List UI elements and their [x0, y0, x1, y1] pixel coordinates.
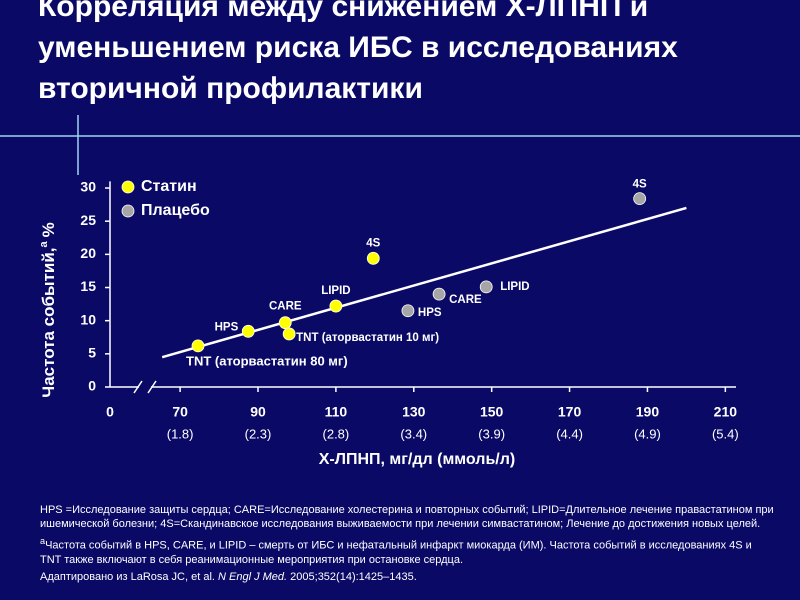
legend-marker	[121, 204, 135, 218]
data-point	[282, 327, 296, 341]
y-tick-label: 30	[80, 179, 96, 195]
x-tick-sublabel: (4.9)	[634, 426, 661, 441]
x-tick-sublabel: (5.4)	[712, 426, 739, 441]
data-point	[191, 339, 205, 353]
y-axis-title-sup: a	[38, 241, 50, 248]
x-axis-title: Х-ЛПНП, мг/дл (ммоль/л)	[319, 451, 515, 468]
x-tick-label: 70	[172, 404, 188, 420]
point-label: 4S	[633, 179, 647, 191]
footnote: aЧастота событий в HPS, CARE, и LIPID – …	[40, 534, 775, 567]
footnote-text: Частота событий в HPS, CARE, и LIPID – с…	[40, 539, 752, 566]
axis-break	[133, 380, 143, 394]
axis-break-gap	[139, 384, 151, 390]
x-tick-label: 170	[558, 404, 582, 420]
x-tick-sublabel: (1.8)	[167, 426, 194, 441]
y-axis-title: Частота событий,a%	[38, 222, 59, 397]
slide-title: Корреляция между снижением Х-ЛПНП и умен…	[38, 0, 678, 105]
point-label: CARE	[269, 301, 302, 313]
point-label: LIPID	[500, 281, 529, 293]
axis-break	[147, 380, 157, 394]
legend-marker	[121, 180, 135, 194]
legend-label: Плацебо	[141, 202, 210, 219]
y-axis-title-unit: %	[39, 222, 58, 237]
legend-label: Статин	[141, 178, 197, 195]
x-tick-label: 190	[636, 404, 660, 420]
point-label: HPS	[418, 307, 442, 319]
footnote-journal: N Engl J Med.	[218, 570, 288, 583]
y-tick-label: 0	[88, 378, 96, 394]
x-tick-label: 150	[480, 404, 504, 420]
y-tick-label: 10	[80, 311, 96, 327]
y-axis-title-text: Частота событий,	[39, 248, 58, 398]
footnote-text: 2005;352(14):1425–1435.	[287, 570, 417, 583]
data-point	[241, 324, 255, 338]
y-tick-label: 15	[80, 278, 96, 294]
x-origin-label: 0	[106, 404, 114, 420]
point-label: CARE	[449, 294, 482, 306]
x-tick-sublabel: (3.4)	[400, 426, 427, 441]
footnote: HPS =Исследование защиты сердца; CARE=Ис…	[40, 503, 775, 531]
footnote-text: HPS =Исследование защиты сердца; CARE=Ис…	[40, 504, 774, 530]
x-tick-label: 130	[402, 404, 426, 420]
footnotes: HPS =Исследование защиты сердца; CARE=Ис…	[40, 503, 775, 587]
x-tick-sublabel: (2.8)	[323, 426, 350, 441]
y-tick-label: 25	[80, 212, 96, 228]
point-label: TNT (аторвастатин 80 мг)	[186, 353, 348, 368]
point-label: LIPID	[321, 285, 350, 297]
data-point	[366, 251, 380, 265]
x-tick-sublabel: (3.9)	[478, 426, 505, 441]
y-tick-label: 5	[88, 345, 96, 361]
footnote-sup: a	[40, 536, 46, 546]
x-tick-sublabel: (4.4)	[556, 426, 583, 441]
x-tick-label: 90	[250, 404, 266, 420]
x-tick-label: 110	[325, 404, 348, 420]
point-label: TNT (аторвастатин 10 мг)	[296, 332, 439, 344]
data-point	[479, 280, 493, 294]
footnote: Адаптировано из LaRosa JC, et al. N Engl…	[40, 570, 775, 584]
data-point	[278, 316, 292, 330]
data-point	[329, 299, 343, 313]
point-label: 4S	[366, 237, 380, 249]
x-tick-label: 210	[714, 404, 738, 420]
data-point	[432, 287, 446, 301]
data-point	[633, 192, 647, 206]
footnote-text: Адаптировано из LaRosa JC, et al.	[40, 570, 219, 583]
point-label: HPS	[215, 321, 239, 333]
y-tick-label: 20	[80, 245, 96, 261]
x-tick-sublabel: (2.3)	[245, 426, 272, 441]
data-point	[401, 304, 415, 318]
